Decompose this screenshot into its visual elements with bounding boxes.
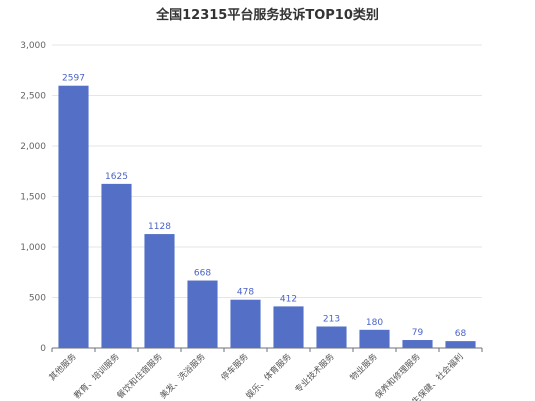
- data-label: 213: [323, 314, 340, 324]
- data-label: 668: [194, 269, 211, 279]
- x-tick-label: 专业技术服务: [293, 351, 337, 395]
- y-tick-label: 0: [40, 344, 46, 354]
- x-tick-label: 停车服务: [219, 351, 251, 383]
- data-label: 1625: [105, 172, 128, 182]
- bar: [144, 234, 175, 348]
- x-tick-label: 娱乐、体育服务: [244, 351, 294, 401]
- data-label: 2597: [62, 74, 85, 84]
- data-label: 478: [237, 288, 254, 298]
- x-tick-label: 餐饮和住宿服务: [115, 351, 165, 401]
- data-label: 180: [366, 318, 383, 328]
- y-tick-label: 2,500: [20, 92, 46, 102]
- data-label: 68: [455, 329, 467, 339]
- x-tick-label: 保养和修理服务: [373, 351, 423, 401]
- x-tick-label: 其他服务: [47, 351, 79, 383]
- data-label: 412: [280, 294, 297, 304]
- bar: [187, 280, 218, 348]
- bar: [316, 326, 347, 348]
- y-tick-label: 1,500: [20, 193, 46, 203]
- y-tick-label: 3,000: [20, 41, 46, 51]
- data-label: 1128: [148, 222, 171, 232]
- chart-title: 全国12315平台服务投诉TOP10类别: [156, 8, 379, 23]
- bar: [359, 329, 390, 348]
- bar: [402, 340, 433, 348]
- bar: [273, 306, 304, 348]
- y-tick-label: 2,000: [20, 142, 46, 152]
- bar: [101, 183, 132, 348]
- data-label: 79: [412, 328, 424, 338]
- x-tick-label: 教育、培训服务: [72, 351, 122, 401]
- y-tick-label: 1,000: [20, 243, 46, 253]
- x-tick-label: 物业服务: [348, 351, 380, 383]
- bar: [58, 85, 89, 348]
- bar: [230, 299, 261, 348]
- bar: [445, 341, 476, 348]
- x-tick-label: 美发、洗浴服务: [158, 351, 208, 401]
- y-tick-label: 500: [29, 294, 46, 304]
